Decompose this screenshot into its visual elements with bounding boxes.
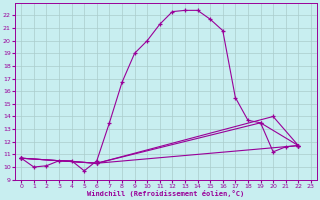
- X-axis label: Windchill (Refroidissement éolien,°C): Windchill (Refroidissement éolien,°C): [87, 190, 245, 197]
